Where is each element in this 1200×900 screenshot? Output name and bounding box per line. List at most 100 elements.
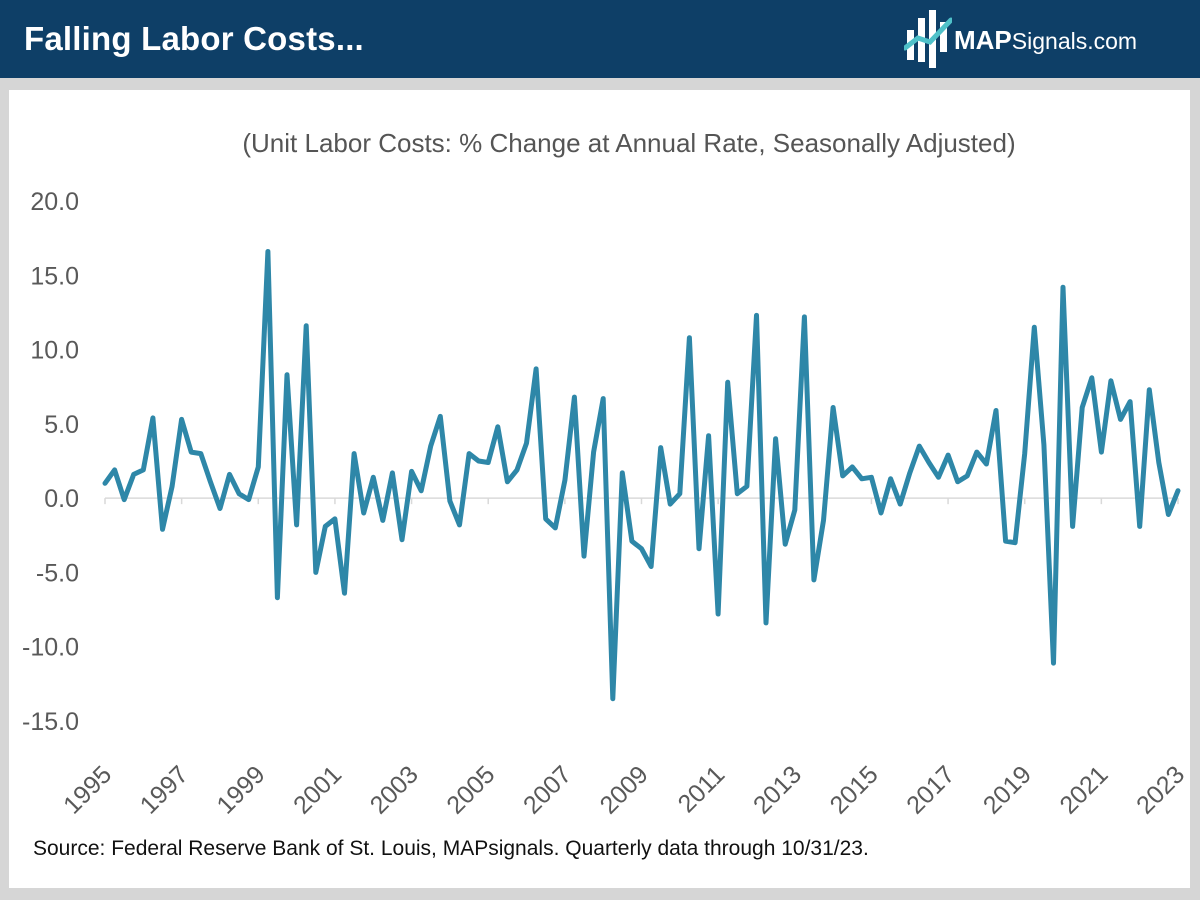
data-point <box>333 517 337 521</box>
y-tick-label: 15.0 <box>30 262 79 290</box>
x-tick-label: 2003 <box>365 760 424 819</box>
data-point <box>1099 450 1103 454</box>
data-point <box>917 444 921 448</box>
data-point <box>1109 379 1113 383</box>
data-point <box>1147 387 1151 391</box>
data-point <box>237 491 241 495</box>
x-tick-label: 2013 <box>748 760 807 819</box>
data-point <box>745 484 749 488</box>
data-point <box>764 621 768 625</box>
data-point <box>342 591 346 595</box>
data-point <box>132 472 136 476</box>
x-tick-label: 2007 <box>518 760 577 819</box>
data-point <box>141 468 145 472</box>
chart-panel: (Unit Labor Costs: % Change at Annual Ra… <box>9 90 1190 888</box>
data-point <box>409 469 413 473</box>
data-point <box>476 459 480 463</box>
data-point <box>285 373 289 377</box>
x-tick-label: 2015 <box>825 760 884 819</box>
data-point <box>908 471 912 475</box>
data-point <box>831 405 835 409</box>
data-point <box>371 475 375 479</box>
x-tick-label: 2019 <box>978 760 1037 819</box>
source-note: Source: Federal Reserve Bank of St. Loui… <box>33 837 869 860</box>
y-tick-label: 20.0 <box>30 188 79 216</box>
data-point <box>1070 524 1074 528</box>
data-point <box>783 542 787 546</box>
data-point <box>227 472 231 476</box>
data-point <box>294 523 298 527</box>
series-line <box>102 249 1181 702</box>
data-point <box>563 478 567 482</box>
data-point <box>735 491 739 495</box>
data-point <box>984 462 988 466</box>
data-point <box>649 564 653 568</box>
data-point <box>1166 512 1170 516</box>
data-point <box>524 441 528 445</box>
data-point <box>543 517 547 521</box>
data-point <box>256 465 260 469</box>
data-point <box>936 475 940 479</box>
logo-brand: MAP <box>954 25 1012 55</box>
y-tick-label: 10.0 <box>30 337 79 365</box>
data-point <box>687 335 691 339</box>
data-point <box>572 395 576 399</box>
logo-text: MAPSignals.com <box>954 25 1137 56</box>
data-point <box>122 497 126 501</box>
data-point <box>850 465 854 469</box>
data-point <box>170 484 174 488</box>
line-chart: 20.0 15.0 10.0 5.0 0.0 -5.0 -10.0 -15.0 1995 1997… <box>22 188 1190 820</box>
data-point <box>361 511 365 515</box>
data-point <box>658 445 662 449</box>
chart-title: (Unit Labor Costs: % Change at Annual Ra… <box>242 128 1016 158</box>
data-point <box>840 474 844 478</box>
x-tick-label: 1997 <box>135 760 194 819</box>
logo-bars-icon <box>904 10 952 68</box>
x-tick-label: 2023 <box>1131 760 1190 819</box>
data-point <box>1080 405 1084 409</box>
data-point <box>994 408 998 412</box>
data-point <box>496 425 500 429</box>
data-point <box>534 367 538 371</box>
logo-suffix: Signals.com <box>1011 28 1138 54</box>
data-point <box>304 324 308 328</box>
data-point <box>802 315 806 319</box>
data-point <box>314 570 318 574</box>
data-point <box>678 491 682 495</box>
data-point <box>860 477 864 481</box>
data-point <box>1032 325 1036 329</box>
data-point <box>927 460 931 464</box>
data-point <box>697 546 701 550</box>
data-point <box>457 523 461 527</box>
data-point <box>773 437 777 441</box>
data-point <box>438 414 442 418</box>
data-point <box>515 468 519 472</box>
data-point <box>706 434 710 438</box>
mapsignals-logo[interactable]: MAPSignals.com <box>904 8 1174 70</box>
header-bar: Falling Labor Costs... MAPSignals.com <box>0 0 1200 78</box>
data-point <box>218 506 222 510</box>
data-point <box>1157 460 1161 464</box>
data-point <box>275 595 279 599</box>
data-point <box>1128 399 1132 403</box>
data-point <box>179 417 183 421</box>
data-point <box>716 612 720 616</box>
data-point <box>591 450 595 454</box>
data-point <box>611 697 615 701</box>
data-point <box>390 471 394 475</box>
data-point <box>1061 285 1065 289</box>
data-point <box>726 380 730 384</box>
data-point <box>754 313 758 317</box>
data-point <box>888 477 892 481</box>
data-point <box>160 527 164 531</box>
data-point <box>630 539 634 543</box>
data-point <box>582 554 586 558</box>
x-tick-label: 1995 <box>58 760 117 819</box>
data-point <box>208 480 212 484</box>
data-point <box>1137 524 1141 528</box>
data-point <box>103 481 107 485</box>
data-point <box>1042 442 1046 446</box>
data-point <box>620 471 624 475</box>
data-point <box>448 499 452 503</box>
x-tick-label: 1999 <box>211 760 270 819</box>
